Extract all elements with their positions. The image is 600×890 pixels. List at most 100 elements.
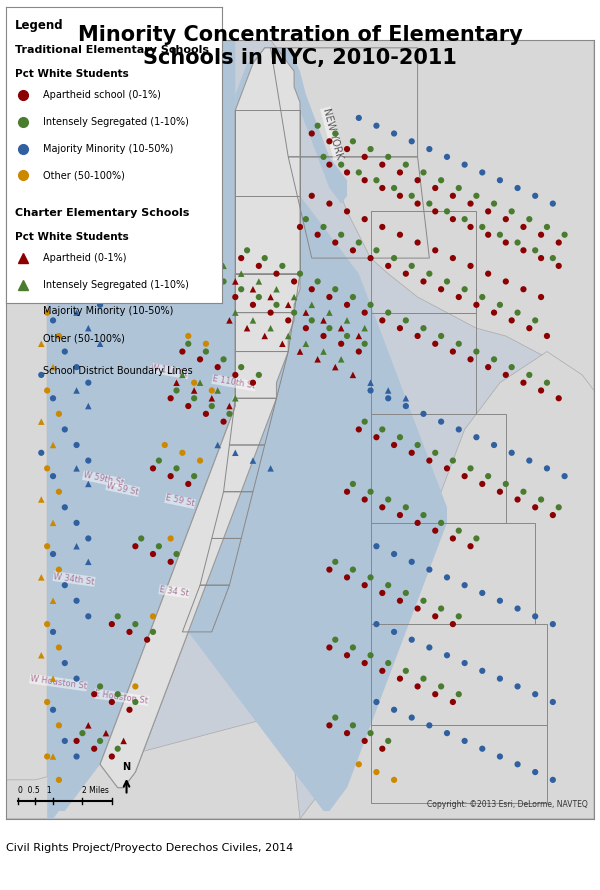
Point (389, 438, 399, 452)
Point (430, 336, 440, 351)
Point (366, 648, 376, 662)
Point (77, 282, 87, 296)
Point (530, 189, 540, 203)
Point (383, 392, 393, 406)
Point (48, 594, 58, 608)
Point (524, 321, 534, 336)
Point (489, 305, 499, 320)
Point (489, 352, 499, 367)
Polygon shape (182, 196, 447, 811)
Point (360, 415, 370, 429)
Point (283, 297, 293, 312)
Point (125, 625, 134, 639)
Point (236, 360, 246, 375)
Point (342, 142, 352, 157)
Point (395, 430, 405, 444)
Point (48, 516, 58, 530)
Point (131, 679, 140, 693)
Polygon shape (100, 48, 300, 788)
Text: W 110 St: W 110 St (150, 363, 189, 379)
Point (331, 236, 340, 250)
Point (371, 539, 381, 554)
Point (295, 267, 305, 281)
Point (301, 305, 311, 320)
Text: 2 Miles: 2 Miles (82, 787, 109, 796)
Point (518, 282, 528, 296)
Point (466, 259, 475, 273)
Point (542, 461, 552, 475)
Point (383, 656, 393, 670)
Point (77, 726, 87, 740)
Point (54, 251, 64, 265)
Point (89, 741, 99, 756)
Point (495, 484, 505, 498)
Point (478, 586, 487, 600)
Point (342, 313, 352, 328)
Point (160, 438, 170, 452)
Point (107, 617, 116, 631)
Point (337, 228, 346, 242)
Polygon shape (235, 48, 347, 204)
Point (166, 554, 175, 569)
Point (313, 352, 322, 367)
Point (260, 251, 269, 265)
Point (389, 181, 399, 195)
Point (371, 430, 381, 444)
Point (513, 757, 523, 772)
Point (60, 423, 70, 437)
Point (454, 181, 464, 195)
Point (201, 336, 211, 351)
Point (54, 773, 64, 787)
Point (354, 110, 364, 125)
Point (131, 617, 140, 631)
Point (37, 336, 46, 351)
Point (13, 158, 23, 172)
Point (407, 633, 416, 647)
Point (337, 158, 346, 172)
Point (319, 220, 328, 234)
Point (325, 197, 334, 211)
Point (548, 773, 557, 787)
Point (43, 228, 52, 242)
Point (48, 282, 58, 296)
Point (219, 259, 229, 273)
Point (166, 469, 175, 483)
Point (148, 609, 158, 623)
Point (371, 765, 381, 780)
Point (366, 570, 376, 585)
Point (407, 259, 416, 273)
Point (72, 671, 82, 685)
Point (513, 602, 523, 616)
Point (460, 656, 469, 670)
Text: Charter Elementary Schools: Charter Elementary Schools (14, 208, 189, 218)
Point (337, 336, 346, 351)
Point (54, 484, 64, 498)
Point (448, 531, 458, 546)
Point (460, 469, 469, 483)
Polygon shape (6, 40, 77, 819)
Point (48, 703, 58, 717)
Point (95, 679, 105, 693)
Point (95, 733, 105, 748)
Point (448, 189, 458, 203)
Point (495, 297, 505, 312)
Point (501, 236, 511, 250)
Point (377, 181, 387, 195)
Point (331, 633, 340, 647)
Point (518, 376, 528, 390)
Point (25, 189, 34, 203)
Point (195, 376, 205, 390)
Text: Intensely Segregated (1-10%): Intensely Segregated (1-10%) (43, 279, 188, 290)
Point (442, 274, 452, 288)
Point (148, 546, 158, 562)
Point (266, 321, 275, 336)
Point (48, 469, 58, 483)
Point (495, 594, 505, 608)
Point (342, 484, 352, 498)
Point (454, 290, 464, 304)
Point (224, 313, 234, 328)
Point (407, 554, 416, 569)
Point (413, 236, 422, 250)
Point (389, 625, 399, 639)
Point (530, 765, 540, 780)
